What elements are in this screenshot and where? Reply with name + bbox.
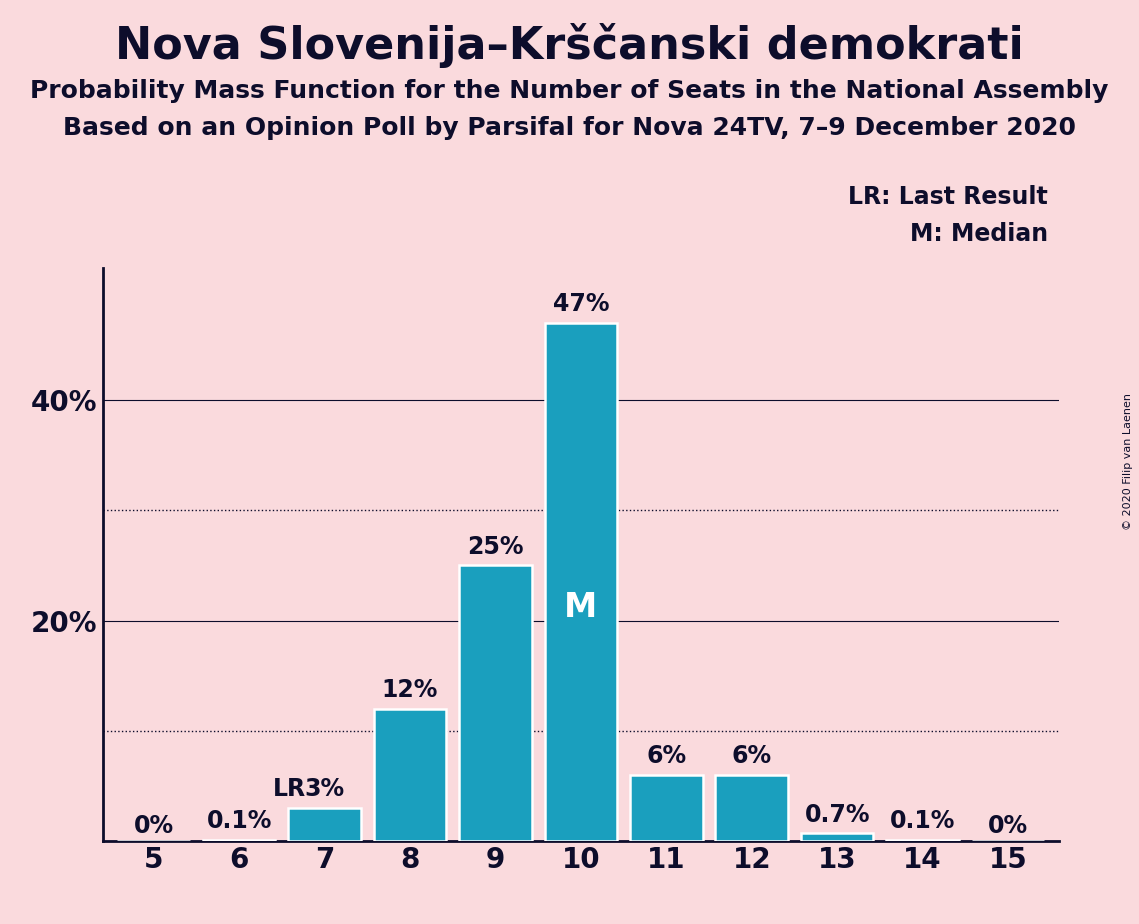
Text: 6%: 6% xyxy=(731,744,772,768)
Text: 47%: 47% xyxy=(552,292,609,316)
Text: 3%: 3% xyxy=(304,777,345,801)
Text: 25%: 25% xyxy=(467,535,524,559)
Bar xyxy=(203,840,276,841)
Text: 12%: 12% xyxy=(382,678,439,702)
Bar xyxy=(801,833,874,841)
Bar xyxy=(886,840,959,841)
Text: M: Median: M: Median xyxy=(910,222,1048,246)
Text: 0.1%: 0.1% xyxy=(890,809,956,833)
Bar xyxy=(459,565,532,841)
Text: Based on an Opinion Poll by Parsifal for Nova 24TV, 7–9 December 2020: Based on an Opinion Poll by Parsifal for… xyxy=(63,116,1076,140)
Bar xyxy=(715,774,788,841)
Bar xyxy=(374,709,446,841)
Text: 6%: 6% xyxy=(646,744,687,768)
Text: 0.7%: 0.7% xyxy=(804,803,870,826)
Text: Probability Mass Function for the Number of Seats in the National Assembly: Probability Mass Function for the Number… xyxy=(31,79,1108,103)
Bar xyxy=(544,323,617,841)
Text: M: M xyxy=(564,591,598,625)
Text: © 2020 Filip van Laenen: © 2020 Filip van Laenen xyxy=(1123,394,1133,530)
Text: 0%: 0% xyxy=(133,813,174,837)
Text: Nova Slovenija–Krščanski demokrati: Nova Slovenija–Krščanski demokrati xyxy=(115,23,1024,68)
Bar xyxy=(630,774,703,841)
Text: LR: LR xyxy=(272,777,305,801)
Text: 0.1%: 0.1% xyxy=(206,809,272,833)
Bar xyxy=(288,808,361,841)
Text: LR: Last Result: LR: Last Result xyxy=(849,185,1048,209)
Text: 0%: 0% xyxy=(988,813,1029,837)
